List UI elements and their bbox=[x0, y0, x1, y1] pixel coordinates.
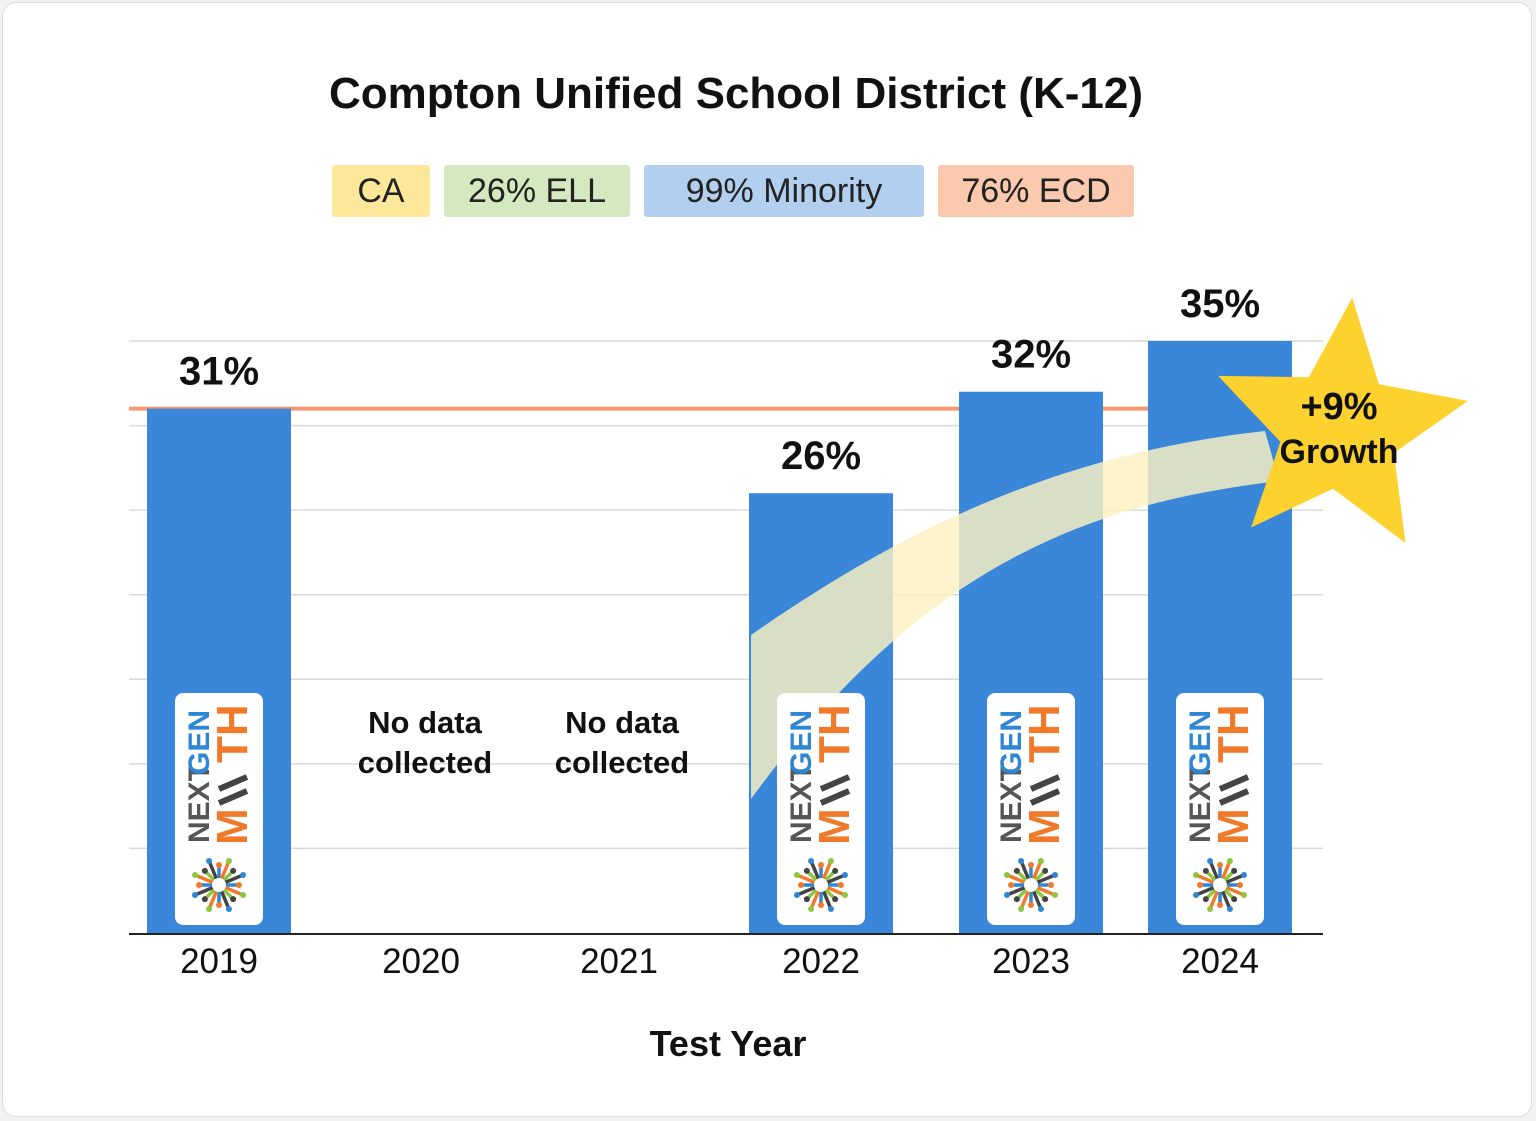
x-tick-2022: 2022 bbox=[782, 942, 860, 981]
growth-star: +9% Growth bbox=[1218, 297, 1468, 543]
logo-math-th: TH bbox=[1020, 704, 1069, 763]
logo-gen-text: GEN bbox=[995, 710, 1028, 775]
logo-burst-icon bbox=[1003, 857, 1059, 913]
x-tick-2023: 2023 bbox=[992, 942, 1070, 981]
value-label-2024: 35% bbox=[1180, 282, 1260, 326]
logo-math-a-icon bbox=[1218, 774, 1250, 806]
logo-math-a-icon bbox=[819, 774, 851, 806]
no-data-2020-line2: collected bbox=[357, 745, 493, 780]
x-axis-title: Test Year bbox=[649, 1023, 807, 1064]
x-tick-2019: 2019 bbox=[180, 942, 258, 981]
logo-gen-text: GEN bbox=[1184, 710, 1217, 775]
logo-math-th: TH bbox=[810, 704, 859, 763]
growth-arrow-band bbox=[751, 431, 1279, 799]
value-label-2019: 31% bbox=[179, 350, 259, 394]
logo-next-text: NEXT bbox=[1184, 763, 1217, 843]
bars bbox=[147, 341, 1292, 934]
value-label-2022: 26% bbox=[781, 434, 861, 478]
logo-gen-text: GEN bbox=[183, 710, 216, 775]
logo-next-text: NEXT bbox=[785, 763, 818, 843]
value-labels: 31% 26% 32% 35% bbox=[179, 282, 1260, 478]
logo-math-m: M bbox=[1020, 808, 1069, 845]
x-tick-2020: 2020 bbox=[382, 942, 460, 981]
logo-math-m: M bbox=[208, 808, 257, 845]
no-data-2020: No data collected bbox=[315, 703, 535, 783]
logo-gen-text: GEN bbox=[785, 710, 818, 775]
logo-burst-icon bbox=[191, 857, 247, 913]
growth-value: +9% bbox=[1300, 386, 1377, 428]
x-tick-labels: 2019 2020 2021 2022 2023 2024 bbox=[180, 942, 1259, 981]
logo-math-a-icon bbox=[1029, 774, 1061, 806]
logo-next-text: NEXT bbox=[183, 763, 216, 843]
logo-burst-icon bbox=[793, 857, 849, 913]
x-tick-2024: 2024 bbox=[1181, 942, 1259, 981]
star-icon bbox=[1218, 297, 1468, 543]
value-label-2023: 32% bbox=[991, 333, 1071, 377]
no-data-2021-line1: No data bbox=[565, 705, 679, 740]
no-data-2020-line1: No data bbox=[368, 705, 482, 740]
logo-math-m: M bbox=[810, 808, 859, 845]
chart-title: Compton Unified School District (K-12) bbox=[329, 69, 1143, 118]
logo-math-m: M bbox=[1209, 808, 1258, 845]
x-tick-2021: 2021 bbox=[580, 942, 658, 981]
gridlines bbox=[129, 340, 1323, 850]
logo-burst-icon bbox=[1192, 857, 1248, 913]
logo-math-th: TH bbox=[1209, 704, 1258, 763]
no-data-2021: No data collected bbox=[512, 703, 732, 783]
logo-next-text: NEXT bbox=[995, 763, 1028, 843]
logo-math-th: TH bbox=[208, 704, 257, 763]
no-data-2021-line2: collected bbox=[554, 745, 690, 780]
growth-label: Growth bbox=[1280, 433, 1399, 471]
bar-chart: NEXTGENMTHNEXTGENMTHNEXTGENMTHNEXTGENMTH… bbox=[129, 282, 1468, 981]
logo-math-a-icon bbox=[217, 774, 249, 806]
